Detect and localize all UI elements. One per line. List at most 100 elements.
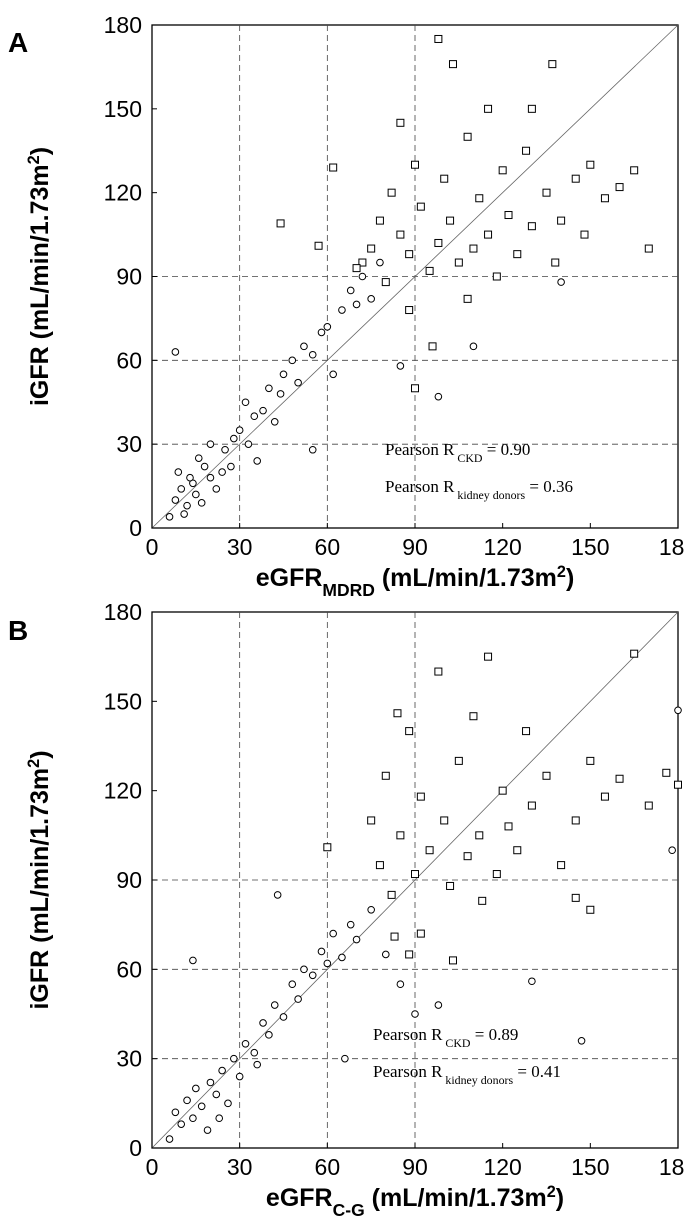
data-point xyxy=(241,1039,250,1048)
data-point xyxy=(600,194,609,203)
data-point xyxy=(206,1078,215,1087)
data-point xyxy=(674,706,682,715)
data-point xyxy=(376,258,384,267)
x-tick-label: 150 xyxy=(571,1154,609,1180)
data-point xyxy=(375,861,384,870)
data-point xyxy=(329,929,337,938)
x-tick-label: 60 xyxy=(315,534,341,560)
x-axis-label: eGFRMDRD (mL/min/1.73m2) xyxy=(256,563,575,600)
data-point xyxy=(528,977,536,986)
data-point xyxy=(662,768,671,777)
data-point xyxy=(341,1054,349,1063)
data-point xyxy=(381,950,390,959)
data-point xyxy=(630,649,639,658)
data-point xyxy=(469,244,478,253)
data-point xyxy=(308,350,317,359)
text-part: eGFR xyxy=(256,564,323,592)
data-point xyxy=(411,870,419,879)
x-tick-label: 90 xyxy=(402,1154,428,1180)
data-point xyxy=(416,202,425,211)
data-point xyxy=(396,831,405,840)
data-point xyxy=(446,881,455,890)
data-point xyxy=(513,250,522,259)
data-point xyxy=(446,216,455,225)
data-point xyxy=(557,861,566,870)
data-point xyxy=(469,342,478,351)
data-point xyxy=(308,971,317,980)
data-point xyxy=(557,278,565,286)
data-point xyxy=(367,816,376,825)
data-point xyxy=(542,188,551,197)
x-tick-label: 180 xyxy=(659,534,685,560)
data-point xyxy=(323,323,332,331)
data-point xyxy=(203,1126,212,1134)
data-point xyxy=(668,846,676,855)
x-tick-label: 30 xyxy=(227,534,253,560)
data-point xyxy=(478,896,487,905)
data-point xyxy=(425,846,434,855)
data-point xyxy=(227,462,235,471)
data-point xyxy=(469,712,478,721)
data-point xyxy=(279,1013,288,1021)
x-tick-label: 0 xyxy=(146,1154,159,1180)
data-point xyxy=(215,1114,224,1123)
data-point xyxy=(434,34,443,43)
data-point xyxy=(338,953,346,962)
data-point xyxy=(615,183,624,192)
data-point xyxy=(352,935,361,944)
data-point xyxy=(367,244,376,253)
data-point xyxy=(194,454,203,462)
data-point xyxy=(180,510,188,518)
data-point xyxy=(177,485,186,493)
data-point xyxy=(527,801,536,810)
text-part: Pearson R xyxy=(385,440,455,459)
text-part: MDRD xyxy=(322,580,375,600)
data-point xyxy=(253,1060,262,1069)
data-point xyxy=(244,440,253,448)
data-point xyxy=(674,780,682,789)
data-point xyxy=(235,426,244,434)
text-part: = 0.90 xyxy=(483,440,531,459)
data-point xyxy=(454,756,463,765)
data-point xyxy=(434,238,443,247)
data-point xyxy=(206,473,215,482)
text-part: C-G xyxy=(333,1200,365,1220)
identity-line xyxy=(151,24,679,529)
data-point xyxy=(224,1099,232,1108)
y-axis-label: iGFR (mL/min/1.73m2) xyxy=(25,750,54,1009)
data-point xyxy=(425,266,434,275)
text-part: 2 xyxy=(25,759,43,768)
y-tick-label: 60 xyxy=(116,956,142,982)
data-point xyxy=(270,418,279,426)
data-point xyxy=(212,485,221,493)
data-point xyxy=(411,384,419,393)
data-point xyxy=(329,163,338,172)
data-point xyxy=(448,956,457,965)
data-point xyxy=(367,905,375,914)
data-point xyxy=(300,342,308,351)
panel-label: B xyxy=(8,615,28,646)
data-point xyxy=(405,250,414,259)
text-part: Pearson R xyxy=(373,1025,443,1044)
data-point xyxy=(586,905,595,914)
text-part: CKD xyxy=(442,1036,470,1050)
data-point xyxy=(375,216,384,225)
data-point xyxy=(259,1019,267,1027)
data-point xyxy=(279,370,288,379)
data-point xyxy=(644,244,653,253)
x-tick-label: 150 xyxy=(571,534,609,560)
data-point xyxy=(393,709,402,718)
y-axis-label: iGFR (mL/min/1.73m2) xyxy=(25,147,54,406)
y-tick-label: 180 xyxy=(104,12,142,38)
text-part: kidney donors xyxy=(442,1073,513,1087)
y-tick-label: 0 xyxy=(129,1135,142,1161)
data-point xyxy=(308,445,317,454)
text-part: 2 xyxy=(557,563,566,581)
annotation: Pearson R kidney donors = 0.36 xyxy=(385,477,573,502)
data-point xyxy=(475,194,484,203)
data-point xyxy=(548,60,557,69)
text-part: 2 xyxy=(547,1183,556,1201)
data-point xyxy=(405,306,414,315)
data-point xyxy=(492,870,501,879)
data-point xyxy=(484,230,493,239)
